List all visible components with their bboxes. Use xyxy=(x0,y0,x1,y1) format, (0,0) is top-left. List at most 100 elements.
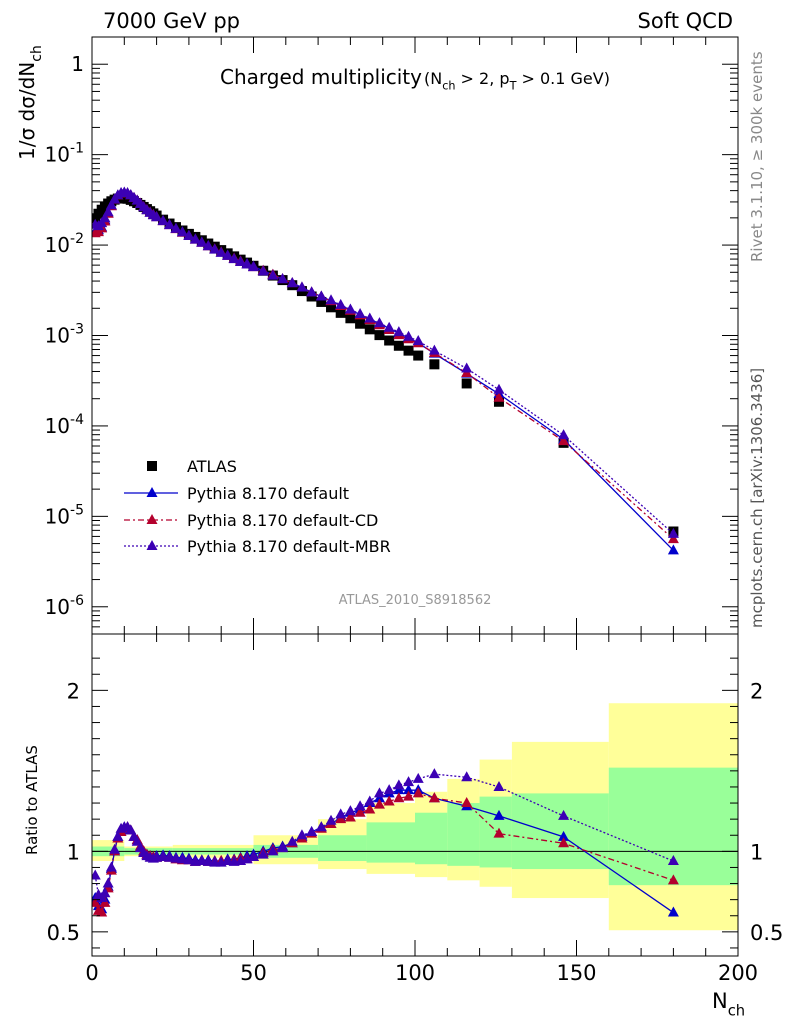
main-y-tick-label: 1 xyxy=(71,52,84,76)
data-point-square xyxy=(429,359,440,370)
data-point-triangle xyxy=(248,261,259,272)
ratio-data-point xyxy=(196,855,208,866)
data-point-triangle xyxy=(257,265,269,276)
ratio-data-point xyxy=(428,792,440,803)
ratio-data-point xyxy=(558,837,570,848)
data-point-triangle xyxy=(428,344,440,355)
data-point-triangle xyxy=(364,312,376,323)
series-line xyxy=(95,192,674,540)
series-2 xyxy=(92,186,679,544)
uncertainty-band-inner xyxy=(608,767,738,886)
data-point-triangle xyxy=(667,544,679,555)
ratio-data-point xyxy=(286,835,298,846)
ratio-y-tick-label-right: 1 xyxy=(750,840,763,864)
rivet-version-label: Rivet 3.1.10, ≥ 300k events xyxy=(748,51,766,262)
header-category-label: Soft QCD xyxy=(638,9,733,33)
ratio-y-tick-label: 1 xyxy=(67,840,80,864)
chart-title: Charged multiplicity xyxy=(220,65,422,89)
data-point-triangle xyxy=(222,249,234,260)
ratio-data-point xyxy=(183,854,195,865)
legend-label: Pythia 8.170 default-MBR xyxy=(187,537,391,556)
ratio-data-point xyxy=(325,814,337,825)
x-tick-label: 150 xyxy=(556,961,596,985)
data-point-triangle xyxy=(667,527,679,538)
ratio-data-point xyxy=(222,855,234,866)
data-point-triangle xyxy=(667,533,679,544)
ratio-data-point xyxy=(403,776,415,787)
ratio-y-tick-label-right: 2 xyxy=(750,679,763,703)
legend: ATLAS Pythia 8.170 default Pythia 8.170 de… xyxy=(124,457,391,556)
chart-title-suffix: (Nch > 2, pT > 0.1 GeV) xyxy=(424,69,610,93)
series-line xyxy=(94,192,674,551)
legend-marker xyxy=(147,461,157,471)
data-point-triangle xyxy=(558,429,570,440)
data-point-triangle xyxy=(403,330,415,341)
ratio-data-point xyxy=(164,851,176,862)
ratio-data-point xyxy=(403,784,415,795)
data-point-triangle xyxy=(315,290,327,301)
data-point-triangle xyxy=(228,253,240,264)
ratio-data-point xyxy=(92,869,101,880)
main-y-axis-label: 1/σ dσ/dNch xyxy=(15,45,45,160)
data-point-triangle xyxy=(306,286,318,297)
data-point-triangle xyxy=(373,317,385,328)
ratio-data-point xyxy=(102,877,114,888)
ratio-y-axis-label: Ratio to ATLAS xyxy=(23,745,41,855)
data-point-triangle xyxy=(393,326,405,337)
ratio-data-point xyxy=(667,855,679,866)
header-energy-label: 7000 GeV pp xyxy=(103,9,240,33)
data-point-triangle xyxy=(558,435,570,446)
x-tick-label: 0 xyxy=(85,961,98,985)
data-point-triangle xyxy=(383,321,395,332)
data-point-square xyxy=(306,291,317,302)
ratio-data-point xyxy=(277,842,289,853)
legend-marker xyxy=(146,514,158,524)
legend-label: Pythia 8.170 default xyxy=(187,484,349,503)
data-point-triangle xyxy=(412,334,424,345)
ratio-data-point xyxy=(96,906,108,917)
data-point-square xyxy=(493,396,504,407)
ratio-data-point xyxy=(403,790,415,801)
ratio-data-point xyxy=(428,768,440,779)
data-point-triangle xyxy=(344,303,356,314)
ratio-data-point xyxy=(558,809,570,820)
data-point-square xyxy=(384,335,395,346)
ratio-data-point xyxy=(493,827,505,838)
data-point-triangle xyxy=(354,307,366,318)
ratio-data-point xyxy=(667,906,679,917)
ratio-data-point xyxy=(202,855,214,866)
data-point-triangle xyxy=(286,277,298,288)
data-point-triangle xyxy=(493,391,505,402)
ratio-data-point xyxy=(105,861,117,872)
data-point-triangle xyxy=(151,211,163,222)
ratio-y-tick-label-right: 0.5 xyxy=(750,921,783,945)
data-point-square xyxy=(461,378,472,389)
main-y-tick-label: 10-1 xyxy=(45,141,84,167)
ratio-data-point xyxy=(344,805,356,816)
uncertainty-band-inner xyxy=(366,822,415,863)
data-point-triangle xyxy=(170,222,182,233)
ratio-data-point xyxy=(461,771,473,782)
ratio-data-point xyxy=(393,779,405,790)
ratio-data-point xyxy=(383,795,395,806)
data-point-triangle xyxy=(267,269,279,280)
ratio-data-point xyxy=(354,800,366,811)
data-point-square xyxy=(403,345,414,356)
x-axis-label: Nch xyxy=(712,989,745,1019)
ratio-data-point xyxy=(461,797,473,808)
series-1 xyxy=(92,186,679,555)
ratio-data-point xyxy=(412,787,424,798)
data-point-square xyxy=(364,324,375,335)
data-point-triangle xyxy=(202,240,214,251)
main-y-tick-label: 10-3 xyxy=(45,322,84,348)
ratio-data-point xyxy=(558,830,570,841)
ratio-data-point xyxy=(112,830,124,841)
data-point-square xyxy=(345,313,356,324)
data-point-triangle xyxy=(461,362,473,373)
data-point-square xyxy=(335,307,346,318)
main-y-tick-label: 10-6 xyxy=(45,593,85,619)
ratio-data-point xyxy=(296,829,308,840)
ratio-series-2 xyxy=(92,768,679,903)
ratio-data-point xyxy=(364,803,376,814)
data-point-triangle xyxy=(296,281,308,292)
